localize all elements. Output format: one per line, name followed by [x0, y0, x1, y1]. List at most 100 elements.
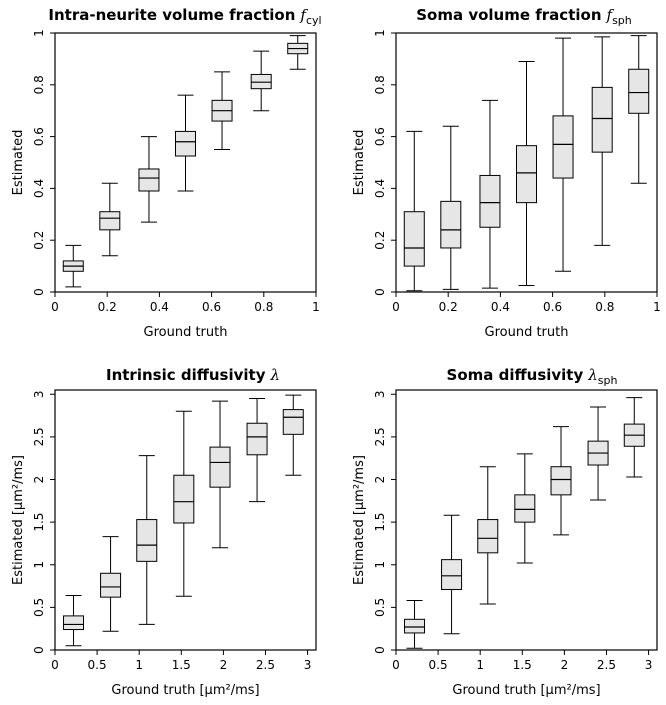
box-3 — [477, 466, 499, 605]
x-tick-label: 2.5 — [256, 658, 275, 672]
iqr-box — [138, 168, 160, 192]
chart-title-symbol: λ — [269, 366, 280, 384]
box-5 — [552, 37, 574, 272]
chart-title-symbol: f — [606, 6, 615, 24]
box-1 — [62, 244, 84, 288]
x-tick-label: 0 — [51, 658, 59, 672]
plot-frame — [54, 32, 317, 293]
chart-title-subscript: sph — [612, 14, 632, 27]
chart-panel-2: Soma volume fraction fsph 0 0.2 0.4 0.6 0.8 1 0 0… — [352, 6, 661, 340]
x-tick-label: 0.4 — [491, 300, 510, 314]
plot-frame — [54, 389, 317, 651]
x-axis-label: Ground truth [μm²/ms] — [111, 683, 259, 698]
x-tick-label: 3 — [645, 658, 653, 672]
iqr-box — [100, 572, 122, 598]
y-tick-label: 0 — [32, 288, 46, 296]
iqr-box — [441, 559, 463, 590]
box-7 — [282, 394, 304, 476]
box-3 — [138, 136, 160, 223]
x-tick-label: 2 — [561, 658, 569, 672]
iqr-box — [99, 211, 121, 231]
y-tick-label: 1 — [373, 29, 387, 37]
chart-title-symbol: λ — [587, 366, 598, 384]
iqr-box — [440, 200, 462, 249]
x-tick-label: 1 — [476, 658, 484, 672]
y-axis-label: Estimated — [11, 130, 26, 196]
box-2 — [440, 125, 462, 290]
y-tick-label: 2.5 — [32, 427, 46, 446]
box-2 — [441, 514, 463, 635]
iqr-box — [477, 519, 499, 554]
iqr-box — [404, 618, 426, 634]
chart-title: Intrinsic diffusivity λ — [106, 366, 280, 384]
chart-panel-3: Intrinsic diffusivity λ 0 0.5 1 1.5 2 2.5 3 0 0.5 1… — [11, 366, 317, 698]
iqr-box — [550, 466, 572, 496]
x-tick-label: 0.2 — [98, 300, 117, 314]
plot-frame — [395, 32, 658, 293]
box-3 — [479, 99, 501, 289]
y-tick-label: 0.4 — [32, 179, 46, 198]
y-axis-label: Estimated [μm²/ms] — [352, 455, 367, 585]
box-5 — [550, 426, 572, 536]
iqr-box — [136, 519, 158, 562]
iqr-box — [173, 474, 195, 524]
y-tick-label: 0.5 — [32, 598, 46, 617]
y-tick-label: 0.6 — [32, 127, 46, 146]
x-tick-label: 2.5 — [597, 658, 616, 672]
x-tick-label: 0.6 — [543, 300, 562, 314]
y-tick-label: 0 — [373, 646, 387, 654]
x-tick-label: 3 — [304, 658, 312, 672]
y-tick-label: 1 — [32, 29, 46, 37]
y-tick-label: 1 — [373, 561, 387, 569]
y-axis-label: Estimated — [352, 130, 367, 196]
x-tick-label: 0.4 — [150, 300, 169, 314]
x-tick-label: 0.2 — [439, 300, 458, 314]
chart-title-text: Intrinsic diffusivity — [106, 366, 266, 384]
box-1 — [63, 594, 85, 647]
x-tick-label: 0.6 — [202, 300, 221, 314]
box-5 — [211, 71, 233, 151]
y-axis-label: Estimated [μm²/ms] — [11, 455, 26, 585]
x-tick-label: 1 — [135, 658, 143, 672]
x-tick-label: 0.5 — [88, 658, 107, 672]
box-7 — [287, 35, 309, 70]
box-4 — [516, 60, 537, 287]
x-axis-label: Ground truth — [485, 325, 569, 340]
chart-title-subscript: sph — [598, 374, 618, 387]
chart-title-symbol: f — [299, 6, 308, 24]
y-tick-label: 1.5 — [32, 513, 46, 532]
x-tick-label: 2 — [220, 658, 228, 672]
iqr-box — [591, 86, 613, 153]
iqr-box — [250, 73, 272, 90]
y-tick-label: 1.5 — [373, 513, 387, 532]
chart-title: Soma volume fraction fsph — [416, 6, 632, 27]
x-tick-label: 0.8 — [595, 300, 614, 314]
y-tick-label: 0 — [32, 646, 46, 654]
chart-panel-4: Soma diffusivity λsph 0 0.5 1 1.5 2 2.5 3 0 0.5 1 1.… — [352, 366, 658, 698]
y-tick-label: 0.8 — [373, 75, 387, 94]
x-axis-label: Ground truth [μm²/ms] — [452, 683, 600, 698]
iqr-box — [479, 174, 501, 228]
iqr-box — [175, 130, 196, 157]
x-tick-label: 1 — [312, 300, 320, 314]
y-tick-label: 0.5 — [373, 598, 387, 617]
chart-title-text: Soma volume fraction — [416, 6, 601, 24]
chart-title-text: Intra-neurite volume fraction — [48, 6, 295, 24]
iqr-box — [552, 115, 574, 179]
x-tick-label: 0.5 — [429, 658, 448, 672]
x-tick-label: 1.5 — [513, 658, 532, 672]
iqr-box — [514, 494, 536, 523]
iqr-box — [63, 615, 85, 631]
box-7 — [628, 35, 650, 184]
box-2 — [99, 182, 121, 257]
iqr-box — [403, 211, 425, 267]
y-tick-label: 3 — [373, 390, 387, 398]
iqr-box — [246, 422, 268, 456]
box-6 — [591, 36, 613, 246]
y-tick-label: 2 — [32, 476, 46, 484]
chart-title-text: Soma diffusivity — [447, 366, 584, 384]
x-tick-label: 1 — [653, 300, 661, 314]
y-tick-label: 3 — [32, 390, 46, 398]
chart-title-subscript: cyl — [306, 14, 322, 27]
